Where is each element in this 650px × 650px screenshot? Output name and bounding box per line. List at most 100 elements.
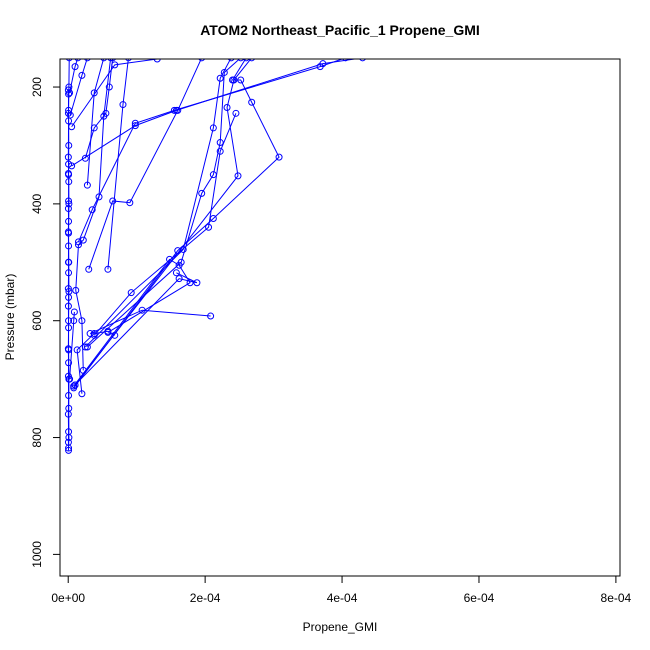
data-point bbox=[229, 76, 237, 84]
data-point bbox=[65, 293, 73, 301]
data-point bbox=[174, 247, 182, 255]
data-point bbox=[65, 59, 73, 62]
data-point bbox=[153, 59, 161, 63]
data-point bbox=[65, 324, 73, 332]
series-18-line bbox=[88, 59, 202, 270]
data-point bbox=[64, 438, 72, 446]
y-tick-label: 600 bbox=[30, 310, 44, 330]
data-point bbox=[102, 109, 110, 117]
data-point bbox=[66, 111, 74, 119]
data-point bbox=[198, 189, 206, 197]
data-point bbox=[65, 446, 73, 454]
data-point bbox=[232, 109, 240, 117]
series-17-line bbox=[107, 59, 129, 270]
data-point bbox=[88, 206, 96, 214]
series-16-line bbox=[71, 59, 158, 128]
data-point bbox=[105, 83, 113, 91]
y-axis: 200 400 600 800 1000 bbox=[30, 77, 61, 568]
data-point bbox=[126, 199, 134, 207]
data-point bbox=[227, 59, 235, 62]
series-17 bbox=[104, 59, 132, 273]
data-point bbox=[248, 59, 255, 62]
series-12-line bbox=[74, 59, 252, 386]
data-point bbox=[68, 123, 76, 131]
data-point bbox=[220, 68, 228, 76]
chart-title: ATOM2 Northeast_Pacific_1 Propene_GMI bbox=[200, 22, 480, 38]
data-point bbox=[319, 60, 327, 68]
data-point bbox=[64, 285, 72, 293]
data-point bbox=[209, 214, 217, 222]
y-tick-label: 200 bbox=[30, 77, 44, 97]
y-tick-label: 1000 bbox=[30, 541, 44, 568]
data-point bbox=[71, 63, 79, 71]
series-14-line bbox=[78, 59, 344, 243]
y-tick-label: 800 bbox=[30, 427, 44, 447]
data-point bbox=[70, 317, 78, 325]
series-19 bbox=[83, 59, 108, 189]
data-point bbox=[107, 59, 114, 62]
data-point bbox=[86, 330, 94, 338]
data-point bbox=[104, 328, 112, 336]
data-point bbox=[223, 103, 231, 111]
data-point bbox=[65, 90, 73, 98]
data-point bbox=[65, 391, 73, 399]
data-point bbox=[68, 162, 76, 170]
data-point bbox=[73, 346, 81, 354]
data-point bbox=[81, 343, 89, 351]
series-15 bbox=[68, 59, 366, 170]
data-point bbox=[242, 59, 250, 62]
x-tick-label: 2e-04 bbox=[190, 591, 221, 605]
data-point bbox=[205, 223, 213, 231]
data-point bbox=[90, 124, 98, 132]
series-20-line bbox=[84, 59, 114, 159]
x-axis-label: Propene_GMI bbox=[303, 620, 378, 634]
series-13 bbox=[70, 59, 283, 392]
series-3-line bbox=[69, 311, 75, 380]
series-8 bbox=[71, 269, 201, 389]
data-point bbox=[104, 265, 112, 273]
data-point bbox=[109, 59, 117, 62]
data-point bbox=[65, 217, 73, 225]
series-22-line bbox=[69, 59, 88, 116]
data-point bbox=[216, 74, 224, 82]
series-10-line bbox=[87, 59, 241, 348]
series-9-line bbox=[93, 113, 237, 336]
y-tick-label: 400 bbox=[30, 194, 44, 214]
data-point bbox=[237, 76, 245, 84]
data-point bbox=[64, 153, 72, 161]
data-point bbox=[64, 410, 72, 418]
data-point bbox=[65, 178, 73, 186]
x-tick-label: 8e-04 bbox=[601, 591, 632, 605]
data-point bbox=[65, 428, 73, 436]
series-19-line bbox=[86, 59, 105, 186]
data-point bbox=[209, 124, 217, 132]
data-point bbox=[193, 279, 201, 287]
data-point bbox=[64, 205, 72, 213]
data-point bbox=[81, 154, 89, 162]
data-point bbox=[209, 171, 217, 179]
data-point bbox=[64, 109, 72, 117]
data-point bbox=[74, 238, 82, 246]
data-point bbox=[234, 172, 242, 180]
data-point bbox=[119, 101, 127, 109]
x-axis: 0e+00 2e-04 4e-04 6e-04 8e-04 bbox=[51, 575, 632, 605]
series-15-line bbox=[71, 59, 359, 167]
data-point bbox=[175, 275, 183, 283]
data-point bbox=[78, 390, 86, 398]
data-point bbox=[65, 197, 73, 205]
data-point bbox=[64, 302, 72, 310]
data-point bbox=[131, 119, 139, 127]
data-point bbox=[66, 89, 74, 97]
data-point bbox=[78, 71, 86, 79]
data-point bbox=[83, 181, 91, 189]
data-point bbox=[70, 384, 78, 392]
data-point bbox=[275, 153, 283, 161]
data-point bbox=[174, 106, 182, 114]
plot-frame bbox=[59, 58, 621, 577]
series-7-line bbox=[73, 258, 191, 387]
series-21 bbox=[66, 59, 82, 97]
data-point bbox=[248, 98, 256, 106]
data-point bbox=[127, 289, 135, 297]
data-point bbox=[84, 59, 91, 62]
data-point bbox=[237, 59, 245, 62]
